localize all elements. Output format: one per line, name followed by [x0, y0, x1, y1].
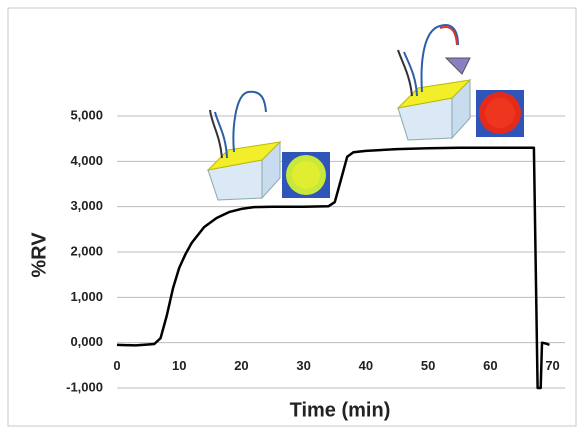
y-tick-label: 2,000: [70, 243, 103, 258]
x-tick-label: 40: [359, 358, 373, 373]
x-tick-label: 10: [172, 358, 186, 373]
illustration-2: [396, 24, 524, 141]
x-tick-label: 20: [234, 358, 248, 373]
y-axis-title: %RV: [28, 232, 50, 278]
y-tick-label: 0,000: [70, 334, 103, 349]
chart-frame: [7, 7, 577, 427]
x-tick-label: 50: [421, 358, 435, 373]
x-tick-label: 0: [113, 358, 120, 373]
y-tick-label: 4,000: [70, 153, 103, 168]
grid: [117, 115, 565, 389]
y-tick-label: 3,000: [70, 198, 103, 213]
plot: [116, 146, 550, 390]
y-tick-label: 1,000: [70, 289, 103, 304]
x-axis-title: Time (min): [290, 399, 391, 421]
x-tick-label: 70: [545, 358, 559, 373]
illustration-1: [206, 90, 330, 201]
y-tick-label: -1,000: [66, 379, 103, 394]
x-tick-label: 60: [483, 358, 497, 373]
x-tick-label: 30: [296, 358, 310, 373]
data-line: [116, 146, 550, 390]
y-tick-label: 5,000: [70, 107, 103, 122]
